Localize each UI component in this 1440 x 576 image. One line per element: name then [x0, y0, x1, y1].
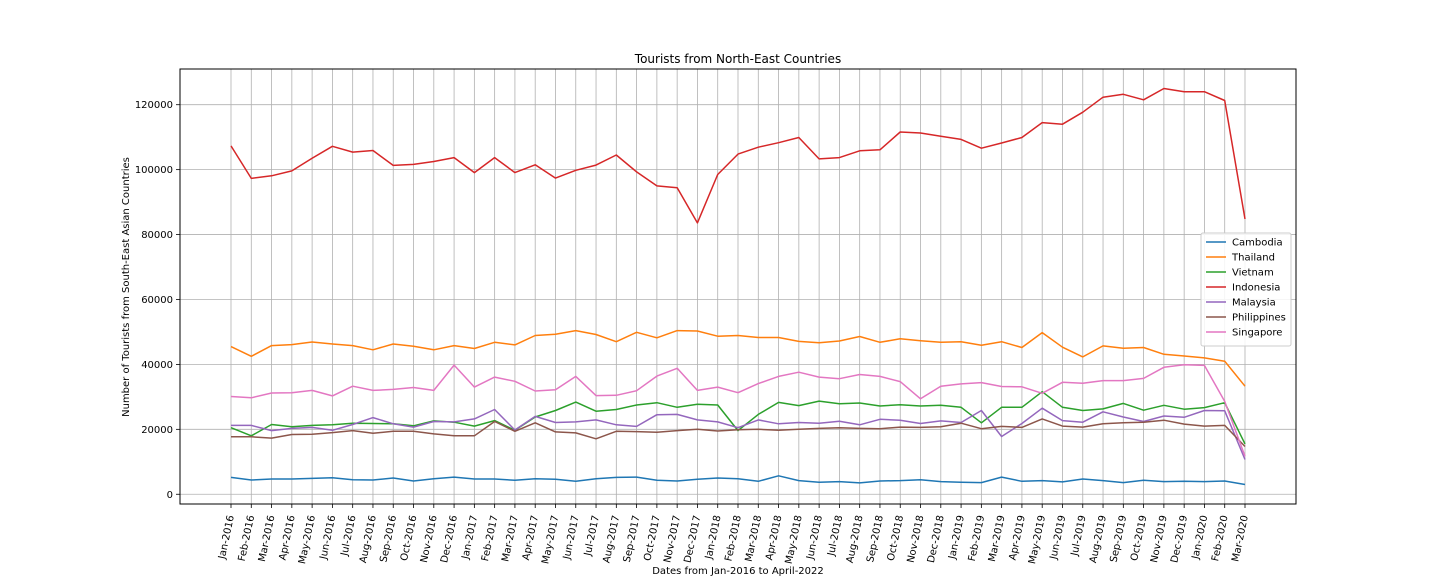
x-tick-label: Oct-2017: [642, 514, 662, 562]
x-tick-label: Jan-2019: [947, 514, 967, 561]
y-tick-label: 20000: [141, 425, 173, 436]
x-tick-label: Jan-2018: [703, 514, 723, 561]
series-lines: [230, 87, 1246, 486]
legend-label-cambodia: Cambodia: [1232, 238, 1283, 249]
x-tick-label: Jun-2016: [318, 514, 338, 561]
x-tick-label: Apr-2016: [278, 514, 298, 561]
x-tick-label: Apr-2019: [1008, 514, 1028, 561]
legend: Cambodia Thailand Vietnam Indonesia Malaysia…: [1200, 232, 1292, 347]
y-axis: 0 20000 40000 60000 80000 100000 120000: [135, 100, 180, 501]
x-tick-label: Jun-2017: [561, 514, 581, 561]
series-line-cambodia: [230, 475, 1246, 486]
x-tick-label: Dec-2016: [439, 514, 460, 564]
x-tick-label: Jun-2018: [805, 514, 825, 561]
y-tick-label: 0: [167, 490, 173, 501]
y-tick-label: 100000: [135, 165, 173, 176]
x-tick-label: May-2017: [540, 514, 561, 565]
x-tick-label: Feb-2019: [967, 514, 987, 562]
x-tick-label: Mar-2020: [1230, 514, 1251, 563]
x-tick-label: Nov-2019: [1149, 514, 1170, 564]
series-line-malaysia: [231, 407, 1246, 460]
legend-label-vietnam: Vietnam: [1232, 268, 1274, 279]
y-tick-label: 120000: [135, 100, 173, 111]
x-tick-label: Sep-2016: [378, 514, 399, 563]
y-tick-label: 80000: [141, 230, 173, 241]
chart-title: Tourists from North-East Countries: [634, 52, 841, 66]
x-tick-label: Aug-2017: [601, 514, 622, 564]
legend-label-thailand: Thailand: [1231, 253, 1275, 264]
x-tick-label: Nov-2017: [662, 514, 683, 564]
x-tick-label: May-2018: [784, 514, 805, 565]
x-tick-label: Aug-2018: [845, 514, 866, 564]
x-tick-label: Jan-2016: [217, 514, 237, 561]
x-tick-label: Dec-2019: [1169, 514, 1190, 564]
x-axis-label: Dates from Jan-2016 to April-2022: [652, 566, 824, 576]
x-tick-label: Jul-2018: [826, 514, 846, 557]
x-tick-label: May-2019: [1027, 514, 1048, 565]
x-tick-label: Mar-2018: [744, 514, 765, 563]
x-tick-label: Feb-2018: [723, 514, 743, 562]
x-tick-label: Jun-2019: [1048, 514, 1068, 561]
x-tick-label: Jul-2016: [339, 514, 359, 557]
y-tick-label: 60000: [141, 295, 173, 306]
series-line-philippines: [231, 418, 1246, 448]
x-tick-label: Sep-2019: [1109, 514, 1130, 563]
x-tick-label: Sep-2018: [865, 514, 886, 563]
x-tick-label: Mar-2016: [257, 514, 278, 563]
x-tick-label: Apr-2018: [764, 514, 784, 561]
y-axis-label: Number of Tourists from South-East Asian…: [121, 157, 132, 417]
x-tick-label: Dec-2018: [926, 514, 947, 564]
legend-label-indonesia: Indonesia: [1232, 283, 1280, 294]
x-tick-label: Jan-2020: [1190, 514, 1210, 561]
x-tick-label: Feb-2017: [480, 514, 500, 562]
x-tick-label: Nov-2018: [906, 514, 927, 564]
series-line-indonesia: [230, 87, 1246, 224]
x-tick-label: Oct-2016: [399, 514, 419, 562]
y-tick-label: 40000: [141, 360, 173, 371]
series-line-singapore: [230, 363, 1246, 457]
x-tick-label: Feb-2020: [1210, 514, 1230, 562]
x-tick-label: Jan-2017: [460, 514, 480, 561]
x-tick-label: Oct-2019: [1129, 514, 1149, 562]
x-tick-label: Aug-2016: [358, 514, 379, 564]
x-tick-label: Aug-2019: [1088, 514, 1109, 564]
x-tick-label: Feb-2016: [237, 514, 257, 562]
series-line-thailand: [230, 329, 1246, 387]
x-tick-label: Oct-2018: [886, 514, 906, 562]
x-tick-label: Jul-2019: [1069, 514, 1089, 557]
x-tick-label: Apr-2017: [521, 514, 541, 561]
legend-label-singapore: Singapore: [1232, 328, 1282, 339]
x-tick-label: May-2016: [297, 514, 318, 565]
x-tick-label: Dec-2017: [683, 514, 704, 564]
grid: [180, 69, 1296, 504]
legend-label-philippines: Philippines: [1232, 313, 1286, 324]
x-tick-label: Sep-2017: [622, 514, 643, 563]
x-tick-label: Mar-2017: [500, 514, 521, 563]
x-tick-label: Jul-2017: [582, 514, 602, 557]
x-tick-label: Mar-2019: [987, 514, 1008, 563]
legend-label-malaysia: Malaysia: [1232, 298, 1276, 309]
x-axis: Jan-2016 Feb-2016 Mar-2016 Apr-2016 May-2016…: [217, 504, 1251, 565]
x-tick-label: Nov-2016: [419, 514, 440, 564]
